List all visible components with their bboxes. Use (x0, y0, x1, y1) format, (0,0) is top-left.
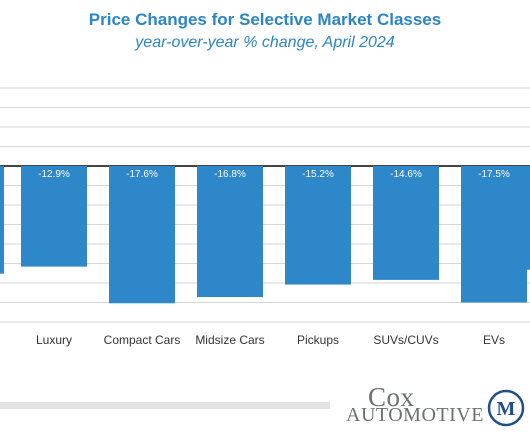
bar-edge-clipped (0, 166, 4, 274)
chart-title: Price Changes for Selective Market Class… (88, 10, 442, 29)
x-tick-label: Luxury (36, 333, 72, 347)
x-tick-label: Compact Cars (104, 333, 181, 347)
bar-compact-cars (109, 166, 175, 304)
footer-divider (0, 402, 330, 409)
data-label: -17.5% (478, 169, 510, 180)
bar-midsize-cars (197, 166, 263, 298)
data-label: -15.2% (302, 169, 334, 180)
bar-suvs-cuvs (373, 166, 439, 280)
bar-edge-clipped (527, 166, 530, 270)
manheim-logo-icon: M (487, 389, 525, 427)
data-label: -14.6% (390, 169, 422, 180)
bar-evs (461, 166, 527, 303)
x-tick-label: SUVs/CUVs (373, 333, 438, 347)
brand-logo-cox: Cox (368, 382, 415, 412)
data-label: -12.9% (38, 169, 70, 180)
data-label: -17.6% (126, 169, 158, 180)
chart-subtitle: year-over-year % change, April 2024 (135, 34, 395, 51)
bar-luxury (21, 166, 87, 267)
x-tick-label: EVs (483, 333, 505, 347)
logo-mark-letter: M (497, 398, 516, 420)
x-tick-label: Midsize Cars (195, 333, 264, 347)
bar-pickups (285, 166, 351, 285)
brand-logo-automotive: AUTOMOTIVE (346, 404, 484, 426)
data-label: -16.8% (214, 169, 246, 180)
x-tick-label: Pickups (297, 333, 339, 347)
